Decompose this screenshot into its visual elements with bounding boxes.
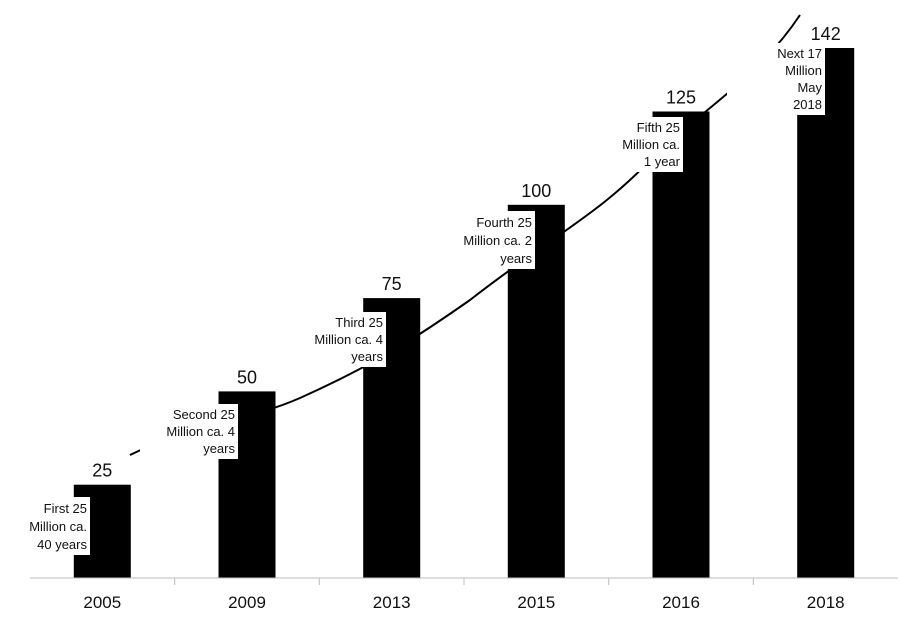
annotation-line: Million <box>785 63 822 78</box>
trend-line-group <box>129 14 801 456</box>
annotation-line: Million ca. 4 <box>166 424 235 439</box>
annotation-2016: Fifth 25 Million ca. 1 year <box>585 117 683 172</box>
annotation-2018: Next 17 Million May 2018 <box>727 43 825 115</box>
annotation-line: First 25 <box>44 501 87 516</box>
x-axis: 2005 2009 2013 2015 2016 2018 <box>30 577 898 612</box>
annotation-line: Fifth 25 <box>637 120 680 135</box>
annotation-line: Next 17 <box>777 46 822 61</box>
annotation-line: Fourth 25 <box>476 215 532 230</box>
annotation-background <box>585 117 683 172</box>
tick-label-2018: 2018 <box>807 593 845 612</box>
bars-group <box>73 48 855 579</box>
bar-2018 <box>797 48 855 578</box>
value-label-2018: 142 <box>811 24 841 44</box>
annotation-background <box>437 211 535 269</box>
annotation-background <box>727 43 825 115</box>
annotation-line: 2018 <box>793 97 822 112</box>
annotation-line: Third 25 <box>335 315 383 330</box>
bar-2016 <box>652 111 710 578</box>
annotation-line: Million ca. <box>29 519 87 534</box>
annotation-line: years <box>351 349 383 364</box>
annotation-2015: Fourth 25 Million ca. 2 years <box>437 211 535 269</box>
annotation-line: years <box>500 251 532 266</box>
annotation-background <box>288 312 386 367</box>
annotation-background <box>140 404 238 459</box>
annotation-2009: Second 25 Million ca. 4 years <box>140 404 238 459</box>
annotation-line: Million ca. 2 <box>463 233 532 248</box>
annotation-2013: Third 25 Million ca. 4 years <box>288 312 386 367</box>
annotation-line: Million ca. 4 <box>314 332 383 347</box>
annotation-line: 1 year <box>644 154 681 169</box>
annotation-2005: First 25 Million ca. 40 years <box>0 497 90 555</box>
tick-label-2015: 2015 <box>517 593 555 612</box>
annotation-line: 40 years <box>37 537 87 552</box>
annotation-background <box>0 497 90 555</box>
value-label-2009: 50 <box>237 367 257 387</box>
value-label-2013: 75 <box>382 274 402 294</box>
annotation-line: Million ca. <box>622 137 680 152</box>
annotation-line: May <box>797 80 822 95</box>
annotation-line: Second 25 <box>173 407 235 422</box>
annotation-line: years <box>203 441 235 456</box>
trend-line <box>129 14 801 456</box>
tick-label-2016: 2016 <box>662 593 700 612</box>
value-label-2005: 25 <box>92 461 112 481</box>
value-label-2015: 100 <box>521 181 551 201</box>
annotations-group: First 25 Million ca. 40 years Second 25 Mill… <box>0 43 825 555</box>
tick-label-2005: 2005 <box>83 593 121 612</box>
tick-label-2013: 2013 <box>373 593 411 612</box>
value-labels-group: 25 50 75 100 125 142 <box>92 24 840 481</box>
tick-label-2009: 2009 <box>228 593 266 612</box>
value-label-2016: 125 <box>666 88 696 108</box>
